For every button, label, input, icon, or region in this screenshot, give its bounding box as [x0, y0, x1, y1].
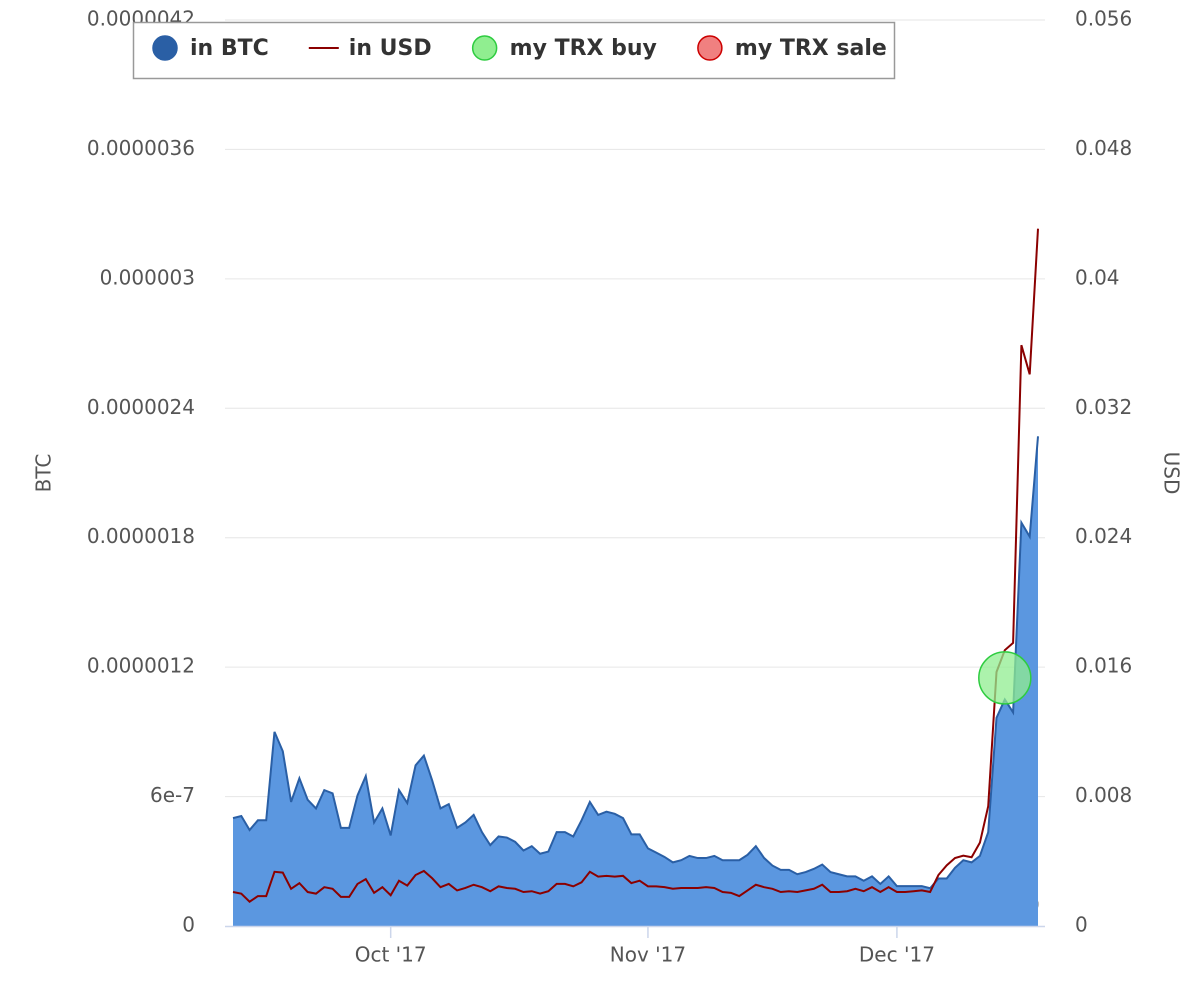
y-tick-label: 0.0000024 — [87, 395, 195, 419]
y2-tick-label: 0.04 — [1075, 265, 1120, 289]
legend-label: in USD — [349, 36, 432, 61]
y-tick-label: 0.000003 — [100, 265, 195, 289]
y2-tick-label: 0.032 — [1075, 395, 1132, 419]
y-tick-label: 0.0000018 — [87, 524, 195, 548]
legend-item[interactable]: my TRX sale — [697, 35, 887, 61]
legend-label: my TRX buy — [510, 36, 657, 61]
x-tick-label: Dec '17 — [859, 943, 935, 967]
marker — [978, 651, 1032, 705]
y2-tick-label: 0.024 — [1075, 524, 1132, 548]
area-fill — [233, 436, 1038, 926]
legend-label: in BTC — [190, 36, 269, 61]
y-tick-label: 0 — [182, 913, 195, 937]
legend-label: my TRX sale — [735, 36, 887, 61]
y-tick-label: 6e-7 — [150, 783, 195, 807]
legend-symbol — [471, 35, 498, 61]
y2-tick-label: 0.048 — [1075, 136, 1132, 160]
y2-tick-label: 0.056 — [1075, 7, 1132, 31]
x-tick-label: Nov '17 — [610, 943, 686, 967]
legend-box — [132, 21, 896, 80]
y-tick-label: 0.0000036 — [87, 136, 195, 160]
y2-tick-label: 0.008 — [1075, 783, 1132, 807]
legend-item[interactable]: my TRX buy — [471, 35, 657, 61]
x-tick-label: Oct '17 — [355, 943, 427, 967]
area-line — [232, 436, 1039, 890]
legend-symbol — [697, 35, 723, 61]
legend-symbol — [152, 35, 178, 61]
y2-tick-label: 0 — [1075, 913, 1088, 937]
line — [232, 228, 1039, 904]
y-axis-title: BTC — [32, 454, 56, 493]
legend-item[interactable]: in BTC — [152, 35, 269, 61]
y2-tick-label: 0.016 — [1075, 654, 1132, 678]
y-tick-label: 0.0000012 — [87, 654, 195, 678]
legend-item[interactable]: in USD — [308, 36, 432, 61]
y2-axis-title: USD — [1160, 452, 1184, 495]
